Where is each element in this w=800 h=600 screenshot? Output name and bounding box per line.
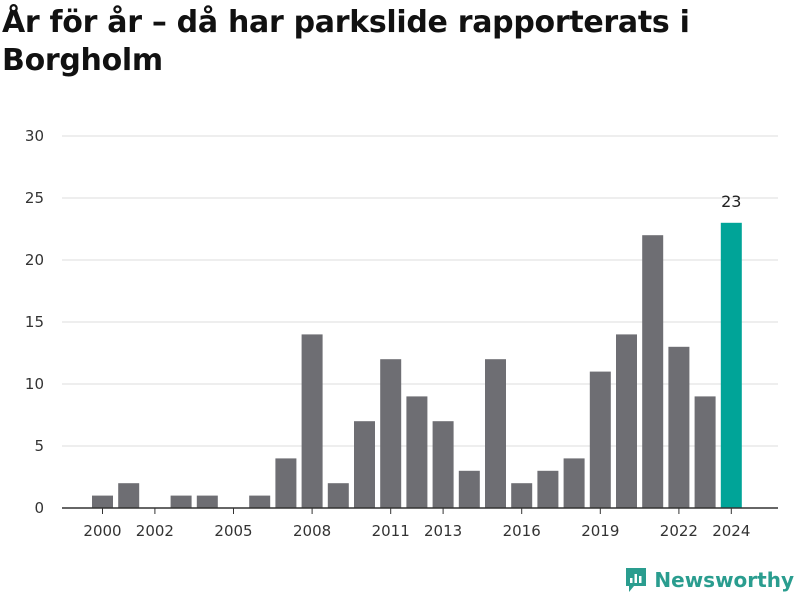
newsworthy-logo-icon	[626, 568, 647, 592]
y-tick-label: 10	[25, 375, 44, 393]
x-tick-label: 2024	[712, 522, 750, 540]
bar-2013	[432, 421, 454, 508]
x-tick-label: 2005	[214, 522, 252, 540]
bar-2022	[668, 346, 690, 508]
bar-2021	[642, 235, 664, 508]
bar-2003	[170, 495, 192, 508]
y-tick-label: 0	[34, 499, 44, 517]
bar-2008	[301, 334, 323, 508]
bar-2004	[196, 495, 218, 508]
bar-2015	[485, 359, 506, 508]
y-tick-label: 5	[34, 437, 44, 455]
bar-2012	[406, 396, 428, 508]
x-tick-label: 2022	[660, 522, 698, 540]
y-tick-label: 20	[25, 251, 44, 269]
x-tick-label: 2019	[581, 522, 619, 540]
bar-2009	[327, 483, 349, 508]
bar-2001	[118, 483, 140, 508]
x-tick-label: 2016	[503, 522, 541, 540]
bar-2024	[720, 222, 742, 509]
highlight-data-label: 23	[721, 192, 741, 211]
bar-2016	[511, 483, 533, 508]
bar-2011	[380, 359, 402, 508]
bar-2020	[616, 334, 637, 508]
x-tick-label: 2002	[136, 522, 174, 540]
y-tick-label: 15	[25, 313, 44, 331]
y-tick-label: 25	[25, 189, 44, 207]
x-tick-label: 2013	[424, 522, 462, 540]
chart-title: År för år – då har parkslide rapporterat…	[2, 5, 690, 78]
bars	[92, 222, 742, 509]
bar-2014	[458, 470, 480, 508]
y-axis-ticks: 0 5 10 15 20 25 30	[25, 127, 44, 517]
bar-2023	[694, 396, 716, 508]
brand-name: Newsworthy	[654, 568, 794, 592]
bar-2007	[275, 458, 297, 508]
x-tick-label: 2000	[83, 522, 121, 540]
x-tick-label: 2011	[372, 522, 410, 540]
bar-2000	[92, 495, 113, 508]
x-axis-ticks: 2000 2002 2005 2008 2011 2013 2016 2019 2022 2024	[83, 508, 750, 540]
brand-logo[interactable]: Newsworthy	[624, 566, 794, 594]
bar-2017	[537, 470, 559, 508]
bar-2006	[249, 495, 271, 508]
x-tick-label: 2008	[293, 522, 331, 540]
bar-2018	[563, 458, 585, 508]
y-tick-label: 30	[25, 127, 44, 145]
bar-2019	[589, 371, 611, 508]
bar-2010	[354, 421, 375, 508]
